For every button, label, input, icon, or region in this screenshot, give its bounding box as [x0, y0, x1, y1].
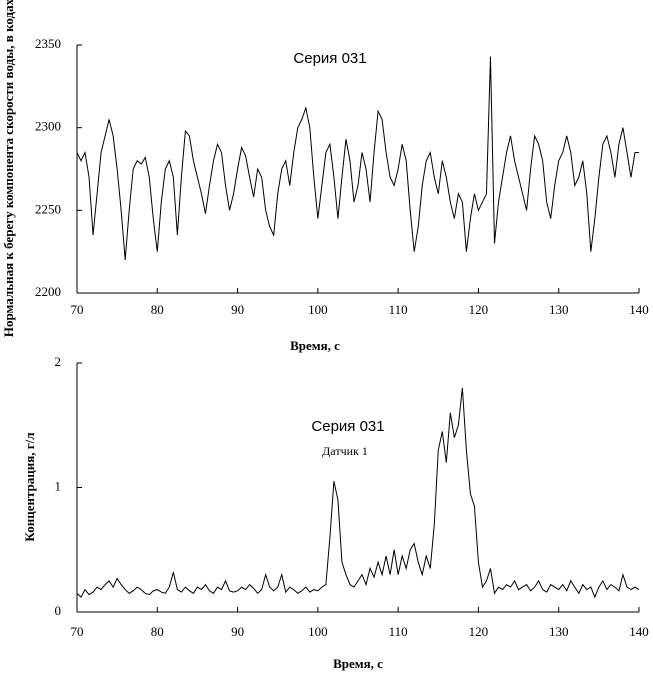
x-tick-label: 90	[231, 302, 244, 317]
y-tick-label: 0	[55, 603, 62, 618]
y-tick-label: 2200	[35, 284, 61, 299]
data-line	[76, 56, 639, 260]
x-tick-label: 80	[151, 302, 164, 317]
data-line	[76, 387, 640, 599]
x-tick-label: 100	[308, 302, 328, 317]
x-tick-label: 130	[549, 302, 569, 317]
x-tick-label: 120	[469, 302, 489, 317]
x-tick-label: 140	[629, 624, 649, 639]
y-tick-label: 2250	[35, 201, 61, 216]
chart-title: Серия 031	[311, 418, 384, 435]
x-tick-label: 120	[469, 624, 489, 639]
x-tick-label: 110	[389, 624, 408, 639]
x-tick-label: 70	[71, 624, 84, 639]
x-tick-label: 130	[549, 624, 569, 639]
x-tick-label: 80	[151, 624, 164, 639]
x-tick-label: 100	[308, 624, 328, 639]
x-tick-label: 70	[71, 302, 84, 317]
y-tick-label: 2	[55, 354, 62, 369]
x-axis-label: Время, с	[333, 656, 383, 671]
x-tick-label: 90	[231, 624, 244, 639]
y-tick-label: 1	[55, 478, 62, 493]
x-tick-label: 140	[629, 302, 649, 317]
chart-subtitle: Датчик 1	[322, 444, 368, 458]
y-tick-label: 2300	[35, 119, 61, 134]
chart-title: Серия 031	[293, 50, 366, 67]
y-axis-label: Концентрация, г/л	[22, 432, 37, 541]
x-axis-label: Время, с	[290, 338, 340, 353]
x-tick-label: 110	[389, 302, 408, 317]
y-tick-label: 2350	[35, 36, 61, 51]
y-axis-label: Нормальная к берегу компонента скорости …	[1, 0, 16, 337]
